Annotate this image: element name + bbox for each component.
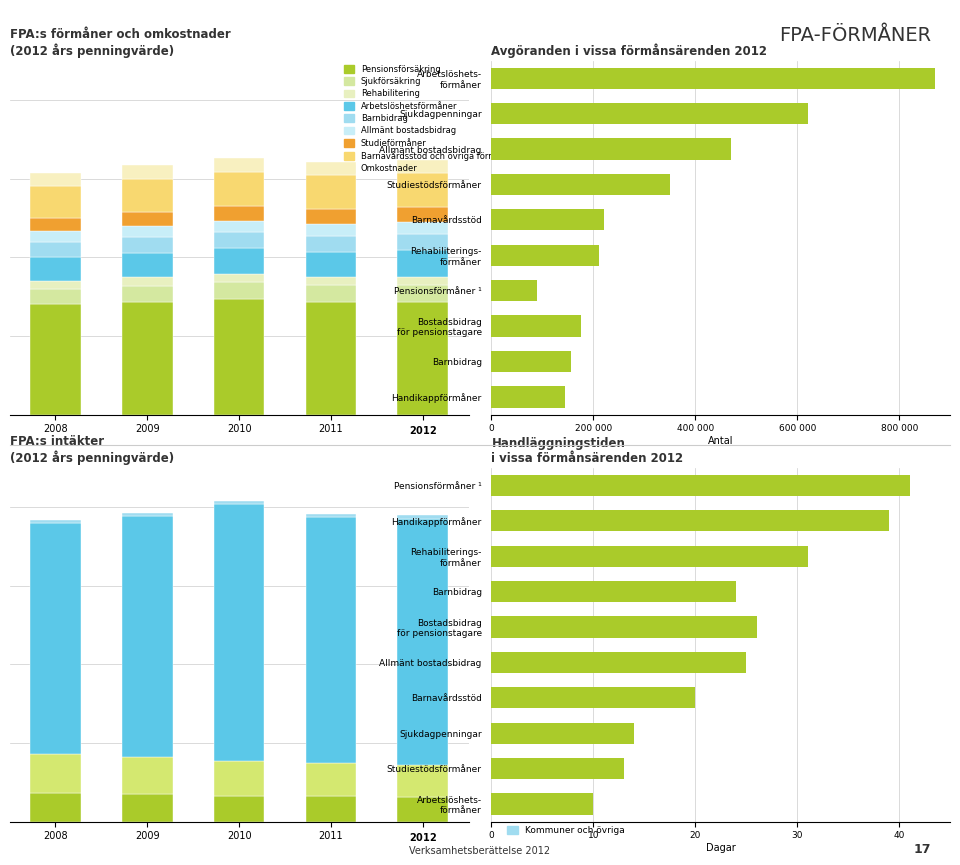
Bar — [397, 797, 448, 822]
Bar — [397, 277, 448, 285]
Bar — [122, 212, 173, 226]
Bar — [31, 241, 81, 257]
Bar — [122, 236, 173, 253]
Bar — [492, 174, 670, 195]
Bar — [31, 281, 81, 289]
Bar — [492, 138, 732, 160]
Bar — [305, 224, 356, 235]
Bar — [492, 546, 807, 567]
Bar — [305, 285, 356, 302]
Bar — [31, 289, 81, 304]
Bar — [214, 206, 264, 221]
Bar — [492, 652, 747, 673]
Bar — [31, 231, 81, 241]
Bar — [122, 253, 173, 278]
Bar — [397, 173, 448, 207]
Bar — [122, 513, 173, 516]
Bar — [214, 232, 264, 248]
Bar — [305, 796, 356, 822]
Bar — [397, 160, 448, 173]
Bar — [492, 475, 910, 496]
Bar — [492, 209, 604, 230]
Text: Mn €: Mn € — [499, 481, 523, 490]
Bar — [214, 172, 264, 206]
Bar — [305, 252, 356, 277]
Bar — [214, 158, 264, 172]
Text: Avgöranden i vissa förmånsärenden 2012: Avgöranden i vissa förmånsärenden 2012 — [492, 43, 767, 58]
Bar — [492, 617, 756, 638]
Bar — [305, 514, 356, 516]
Legend: De försäkrade, Arbetsgivare, Staten, Kommuner och övriga: De försäkrade, Arbetsgivare, Staten, Kom… — [507, 785, 625, 835]
Legend: Pensionsförsäkring, Sjukförsäkring, Rehabilitering, Arbetslöshetsförmåner, Barnb: Pensionsförsäkring, Sjukförsäkring, Reha… — [345, 65, 516, 173]
Bar — [122, 302, 173, 414]
Bar — [492, 245, 598, 266]
Bar — [397, 519, 448, 766]
Bar — [122, 179, 173, 212]
Bar — [122, 226, 173, 236]
Bar — [31, 257, 81, 281]
Bar — [492, 103, 807, 125]
Bar — [492, 581, 736, 602]
Bar — [31, 520, 81, 522]
Bar — [397, 251, 448, 277]
Bar — [305, 302, 356, 414]
Bar — [122, 516, 173, 758]
Text: 17: 17 — [914, 843, 931, 856]
Bar — [122, 794, 173, 822]
Text: FPA:s förmåner och omkostnader
(2012 års penningvärde): FPA:s förmåner och omkostnader (2012 års… — [10, 29, 230, 58]
Text: Handläggningstiden
i vissa förmånsärenden 2012: Handläggningstiden i vissa förmånsärende… — [492, 437, 684, 465]
Bar — [305, 176, 356, 208]
Bar — [397, 207, 448, 222]
Bar — [31, 793, 81, 822]
Bar — [492, 280, 538, 301]
Text: FPA-FÖRMÅNER: FPA-FÖRMÅNER — [780, 26, 931, 45]
Bar — [492, 687, 695, 708]
Bar — [305, 235, 356, 252]
Bar — [305, 516, 356, 763]
Bar — [305, 763, 356, 796]
Bar — [31, 173, 81, 187]
Bar — [214, 221, 264, 232]
Bar — [214, 274, 264, 282]
Bar — [122, 165, 173, 179]
Bar — [31, 304, 81, 414]
Bar — [492, 316, 581, 336]
Bar — [397, 302, 448, 414]
Bar — [397, 766, 448, 797]
X-axis label: Dagar: Dagar — [706, 843, 735, 853]
Bar — [122, 278, 173, 285]
Bar — [31, 218, 81, 231]
Bar — [214, 248, 264, 274]
Bar — [214, 299, 264, 414]
Bar — [214, 504, 264, 761]
Bar — [31, 187, 81, 218]
Bar — [492, 387, 565, 407]
Bar — [397, 222, 448, 234]
Bar — [397, 516, 448, 519]
Bar — [492, 793, 593, 815]
Bar — [492, 510, 889, 531]
Bar — [397, 234, 448, 251]
Bar — [122, 758, 173, 794]
Bar — [31, 522, 81, 753]
X-axis label: Antal: Antal — [708, 436, 733, 446]
Bar — [492, 67, 935, 89]
Bar — [397, 285, 448, 302]
Bar — [492, 722, 635, 744]
Bar — [214, 282, 264, 299]
Text: FPA:s intäkter
(2012 års penningvärde): FPA:s intäkter (2012 års penningvärde) — [10, 435, 174, 465]
Bar — [122, 285, 173, 302]
Bar — [214, 796, 264, 822]
Bar — [305, 277, 356, 285]
Text: Verksamhetsberättelse 2012: Verksamhetsberättelse 2012 — [409, 846, 551, 856]
Bar — [492, 351, 570, 372]
Bar — [214, 761, 264, 796]
Bar — [305, 162, 356, 176]
Bar — [492, 758, 624, 779]
Text: Mn €: Mn € — [499, 74, 523, 84]
Bar — [31, 753, 81, 793]
Bar — [214, 501, 264, 504]
Bar — [305, 208, 356, 224]
